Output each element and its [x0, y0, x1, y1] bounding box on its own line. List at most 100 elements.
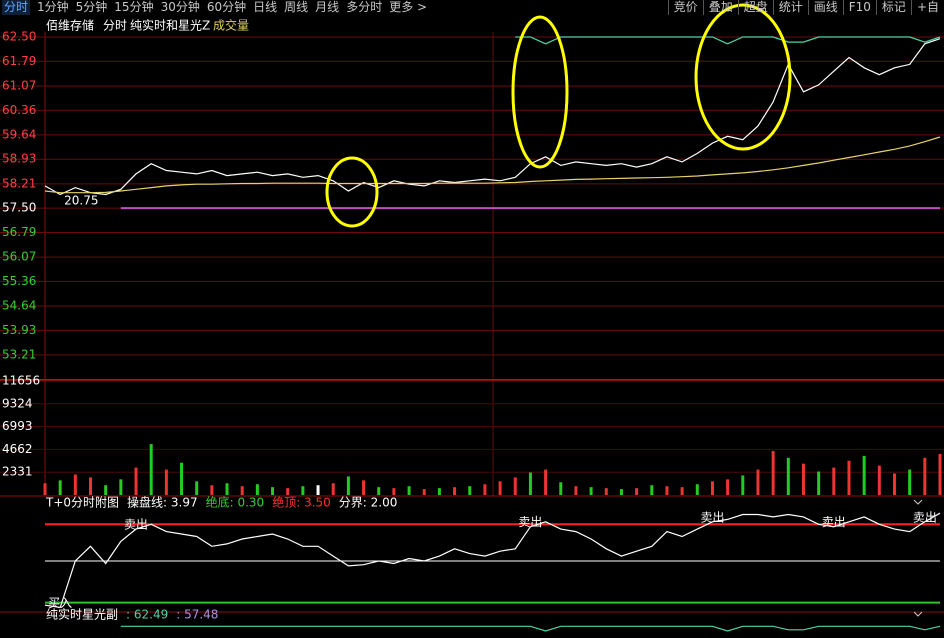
- y-tick-label: 53.21: [2, 348, 36, 362]
- period-tab[interactable]: 30分钟: [160, 0, 200, 14]
- tool-button[interactable]: 竞价: [667, 0, 703, 15]
- volume-bar: [271, 487, 275, 495]
- volume-bar: [240, 486, 244, 495]
- period-tab[interactable]: 周线: [284, 0, 309, 14]
- volume-bar: [210, 485, 214, 495]
- period-tab[interactable]: 日线: [253, 0, 278, 14]
- volume-bar: [619, 489, 623, 495]
- annotation: 卖出: [822, 515, 846, 529]
- highlight-circle: [511, 15, 569, 169]
- series-line: [515, 36, 941, 45]
- volume-bar: [847, 460, 851, 495]
- volume-bar: [862, 455, 866, 495]
- y-tick-label: 62.50: [2, 30, 36, 44]
- volume-bar: [225, 483, 229, 495]
- tool-button[interactable]: 叠加: [702, 0, 738, 15]
- volume-bar: [695, 484, 699, 495]
- volume-bar: [301, 486, 305, 495]
- highlight-circle: [694, 3, 792, 151]
- volume-bar: [195, 481, 199, 495]
- period-tab[interactable]: 多分时: [346, 0, 383, 14]
- y-tick-label: 56.07: [2, 250, 36, 264]
- volume-bar: [422, 489, 426, 495]
- y-tick-label: 57.50: [2, 201, 36, 215]
- volume-bar: [180, 462, 184, 495]
- volume-bar: [104, 485, 108, 495]
- volume-bar: [559, 482, 563, 495]
- volume-bar: [923, 457, 927, 495]
- volume-bar: [544, 469, 548, 495]
- volume-bar: [437, 488, 441, 495]
- period-tabs: 分时 1分钟 5分钟 15分钟 30分钟 60分钟 日线 周线 月线 多分时 更多 >: [2, 0, 427, 15]
- y-tick-label: 4662: [2, 442, 33, 456]
- y-tick-label: 56.79: [2, 225, 36, 239]
- tool-button[interactable]: 画线: [807, 0, 843, 15]
- volume-bar: [392, 488, 396, 495]
- volume-bar: [43, 483, 47, 495]
- volume-bar: [377, 487, 381, 495]
- readout: 绝底: 0.30: [206, 495, 265, 510]
- period-tab[interactable]: 1分钟: [37, 0, 69, 14]
- readout: 操盘线: 3.97: [127, 495, 198, 510]
- volume-bar: [710, 481, 714, 495]
- y-tick-label: 9324: [2, 396, 33, 410]
- volume-bar: [726, 479, 730, 495]
- volume-bar: [407, 486, 411, 495]
- tool-button[interactable]: F10: [842, 0, 876, 15]
- volume-bar: [908, 469, 912, 495]
- tool-button[interactable]: 统计: [772, 0, 808, 15]
- y-tick-label: 61.79: [2, 54, 36, 68]
- volume-bar: [756, 469, 760, 495]
- panel-title: T+0分时附图: [45, 496, 119, 510]
- volume-bar: [316, 485, 320, 495]
- period-label: 分时: [103, 19, 127, 33]
- volume-bar: [801, 463, 805, 495]
- y-tick-label: 2331: [2, 465, 33, 479]
- annotation: 卖出: [700, 510, 724, 524]
- volume-bar: [134, 467, 138, 495]
- volume-bar: [468, 486, 472, 495]
- volume-bar: [877, 465, 881, 495]
- toolbar: 分时 1分钟 5分钟 15分钟 30分钟 60分钟 日线 周线 月线 多分时 更多 > 竞价 叠加 超盘…: [0, 0, 944, 15]
- volume-bar: [650, 485, 654, 495]
- volume-bar: [73, 474, 77, 495]
- y-tick-label: 55.36: [2, 274, 36, 288]
- tool-buttons: 竞价 叠加 超盘 统计 画线 F10 标记 +自: [667, 0, 944, 15]
- readout: : 62.49: [126, 608, 168, 622]
- annotation: 卖出: [124, 518, 148, 532]
- period-tab[interactable]: 60分钟: [206, 0, 247, 14]
- volume-bar: [528, 472, 532, 495]
- volume-bar: [741, 475, 745, 495]
- volume-bar: [574, 486, 578, 495]
- volume-bar: [164, 469, 168, 495]
- period-tab[interactable]: 分时: [2, 0, 31, 15]
- volume-bar: [89, 477, 93, 495]
- tool-button[interactable]: +自: [910, 0, 944, 15]
- tool-button[interactable]: 超盘: [737, 0, 773, 15]
- indicator-name: 纯实时和星光Z: [130, 18, 210, 33]
- volume-bar: [453, 487, 457, 495]
- volume-bar: [513, 477, 517, 495]
- annotation: 卖出: [913, 510, 937, 524]
- period-tab[interactable]: 5分钟: [75, 0, 108, 14]
- volume-bar: [119, 479, 123, 495]
- volume-bar: [832, 467, 836, 495]
- annotation: 卖出: [518, 515, 542, 529]
- period-tab[interactable]: 15分钟: [114, 0, 154, 14]
- volume-bar: [817, 471, 821, 495]
- volume-label: 成交量: [213, 18, 249, 33]
- volume-bar: [149, 444, 153, 495]
- readout: 绝顶: 3.50: [272, 495, 331, 510]
- tool-button[interactable]: 标记: [875, 0, 911, 15]
- volume-bar: [58, 480, 62, 495]
- volume-bar: [938, 453, 942, 495]
- annotation: 买入: [48, 596, 72, 610]
- period-tab[interactable]: 月线: [315, 0, 340, 14]
- series-line: [120, 625, 941, 632]
- period-tab[interactable]: 更多 >: [389, 0, 428, 14]
- panel-title: 纯实时星光副: [46, 607, 118, 622]
- collapse-icon: [913, 499, 923, 505]
- volume-bar: [362, 480, 366, 495]
- collapse-icon: [913, 611, 923, 617]
